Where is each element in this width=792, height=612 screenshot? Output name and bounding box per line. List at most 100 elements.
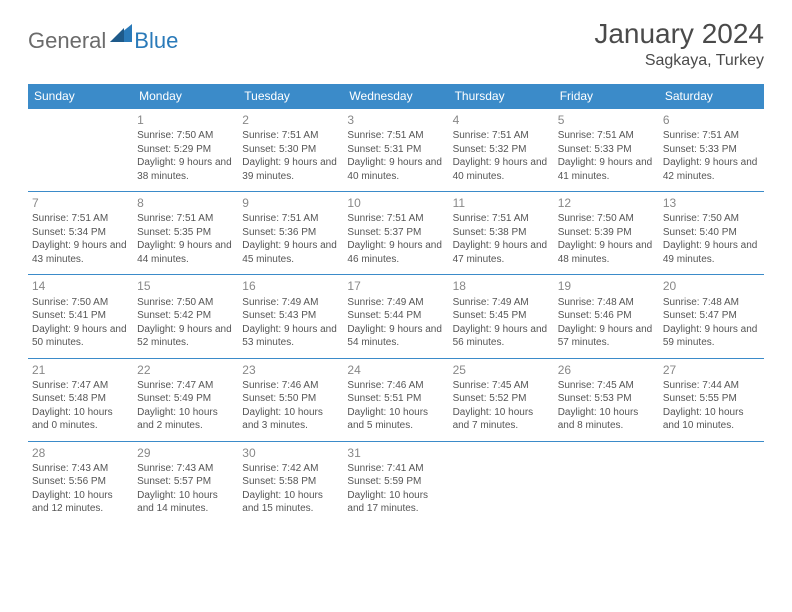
daylight-line: Daylight: 9 hours and 44 minutes. (137, 239, 234, 266)
daylight-line: Daylight: 10 hours and 3 minutes. (242, 406, 339, 433)
calendar-day-cell: 15Sunrise: 7:50 AMSunset: 5:42 PMDayligh… (133, 275, 238, 358)
sunrise-line: Sunrise: 7:43 AM (137, 462, 234, 476)
day-number: 13 (663, 195, 760, 211)
daylight-line: Daylight: 9 hours and 56 minutes. (453, 323, 550, 350)
sunset-line: Sunset: 5:32 PM (453, 143, 550, 157)
daylight-line: Daylight: 9 hours and 59 minutes. (663, 323, 760, 350)
calendar-week-row: 1Sunrise: 7:50 AMSunset: 5:29 PMDaylight… (28, 109, 764, 192)
sunrise-line: Sunrise: 7:48 AM (558, 296, 655, 310)
sunrise-line: Sunrise: 7:51 AM (137, 212, 234, 226)
weekday-header: Friday (554, 84, 659, 109)
daylight-line: Daylight: 9 hours and 40 minutes. (453, 156, 550, 183)
daylight-line: Daylight: 10 hours and 15 minutes. (242, 489, 339, 516)
day-number: 23 (242, 362, 339, 378)
day-number: 28 (32, 445, 129, 461)
calendar-day-cell: 5Sunrise: 7:51 AMSunset: 5:33 PMDaylight… (554, 109, 659, 192)
calendar-day-cell: 28Sunrise: 7:43 AMSunset: 5:56 PMDayligh… (28, 441, 133, 524)
daylight-line: Daylight: 10 hours and 8 minutes. (558, 406, 655, 433)
sunset-line: Sunset: 5:49 PM (137, 392, 234, 406)
day-number: 31 (347, 445, 444, 461)
calendar-week-row: 21Sunrise: 7:47 AMSunset: 5:48 PMDayligh… (28, 358, 764, 441)
daylight-line: Daylight: 9 hours and 52 minutes. (137, 323, 234, 350)
sunrise-line: Sunrise: 7:48 AM (663, 296, 760, 310)
sunset-line: Sunset: 5:51 PM (347, 392, 444, 406)
calendar-day-cell: 14Sunrise: 7:50 AMSunset: 5:41 PMDayligh… (28, 275, 133, 358)
day-number: 29 (137, 445, 234, 461)
day-number: 20 (663, 278, 760, 294)
day-number: 3 (347, 112, 444, 128)
sunset-line: Sunset: 5:56 PM (32, 475, 129, 489)
weekday-header: Saturday (659, 84, 764, 109)
brand-sail-icon (110, 24, 132, 47)
sunrise-line: Sunrise: 7:49 AM (242, 296, 339, 310)
day-number: 12 (558, 195, 655, 211)
day-number: 10 (347, 195, 444, 211)
day-number: 30 (242, 445, 339, 461)
daylight-line: Daylight: 9 hours and 50 minutes. (32, 323, 129, 350)
day-number: 25 (453, 362, 550, 378)
day-number: 14 (32, 278, 129, 294)
day-number: 2 (242, 112, 339, 128)
sunset-line: Sunset: 5:31 PM (347, 143, 444, 157)
sunset-line: Sunset: 5:44 PM (347, 309, 444, 323)
calendar-day-cell: 12Sunrise: 7:50 AMSunset: 5:39 PMDayligh… (554, 192, 659, 275)
calendar-day-cell: 26Sunrise: 7:45 AMSunset: 5:53 PMDayligh… (554, 358, 659, 441)
calendar-day-cell: 1Sunrise: 7:50 AMSunset: 5:29 PMDaylight… (133, 109, 238, 192)
calendar-day-cell: 10Sunrise: 7:51 AMSunset: 5:37 PMDayligh… (343, 192, 448, 275)
calendar-week-row: 14Sunrise: 7:50 AMSunset: 5:41 PMDayligh… (28, 275, 764, 358)
brand-logo: General Blue (28, 24, 178, 57)
calendar-day-cell (554, 441, 659, 524)
sunset-line: Sunset: 5:36 PM (242, 226, 339, 240)
sunset-line: Sunset: 5:29 PM (137, 143, 234, 157)
daylight-line: Daylight: 10 hours and 2 minutes. (137, 406, 234, 433)
sunrise-line: Sunrise: 7:41 AM (347, 462, 444, 476)
sunset-line: Sunset: 5:34 PM (32, 226, 129, 240)
sunrise-line: Sunrise: 7:51 AM (558, 129, 655, 143)
sunset-line: Sunset: 5:48 PM (32, 392, 129, 406)
calendar-day-cell: 19Sunrise: 7:48 AMSunset: 5:46 PMDayligh… (554, 275, 659, 358)
sunrise-line: Sunrise: 7:50 AM (137, 129, 234, 143)
calendar-day-cell: 7Sunrise: 7:51 AMSunset: 5:34 PMDaylight… (28, 192, 133, 275)
daylight-line: Daylight: 10 hours and 7 minutes. (453, 406, 550, 433)
sunrise-line: Sunrise: 7:47 AM (32, 379, 129, 393)
daylight-line: Daylight: 9 hours and 38 minutes. (137, 156, 234, 183)
sunset-line: Sunset: 5:40 PM (663, 226, 760, 240)
calendar-week-row: 28 Sunrise: 7:43 AM Sunset: 5:56 PM Dayligh… (28, 441, 764, 524)
daylight-line: Daylight: 9 hours and 43 minutes. (32, 239, 129, 266)
calendar-day-cell (659, 441, 764, 524)
calendar-day-cell (28, 109, 133, 192)
daylight-line: Daylight: 9 hours and 48 minutes. (558, 239, 655, 266)
day-number: 8 (137, 195, 234, 211)
day-number: 11 (453, 195, 550, 211)
daylight-line: Daylight: 9 hours and 41 minutes. (558, 156, 655, 183)
sunrise-line: Sunrise: 7:47 AM (137, 379, 234, 393)
sunset-line: Sunset: 5:55 PM (663, 392, 760, 406)
sunrise-line: Sunrise: 7:46 AM (242, 379, 339, 393)
calendar-day-cell: 11Sunrise: 7:51 AMSunset: 5:38 PMDayligh… (449, 192, 554, 275)
daylight-line: Daylight: 9 hours and 46 minutes. (347, 239, 444, 266)
calendar-day-cell: 6Sunrise: 7:51 AMSunset: 5:33 PMDaylight… (659, 109, 764, 192)
daylight-line: Daylight: 9 hours and 53 minutes. (242, 323, 339, 350)
sunrise-line: Sunrise: 7:49 AM (347, 296, 444, 310)
daylight-line: Daylight: 9 hours and 39 minutes. (242, 156, 339, 183)
weekday-header: Monday (133, 84, 238, 109)
sunset-line: Sunset: 5:39 PM (558, 226, 655, 240)
daylight-line: Daylight: 9 hours and 49 minutes. (663, 239, 760, 266)
sunrise-line: Sunrise: 7:51 AM (453, 212, 550, 226)
calendar-day-cell: 21Sunrise: 7:47 AMSunset: 5:48 PMDayligh… (28, 358, 133, 441)
daylight-line: Daylight: 10 hours and 14 minutes. (137, 489, 234, 516)
sunrise-line: Sunrise: 7:51 AM (32, 212, 129, 226)
sunrise-line: Sunrise: 7:50 AM (663, 212, 760, 226)
location: Sagkaya, Turkey (594, 52, 764, 70)
calendar-day-cell (449, 441, 554, 524)
calendar-body: 1Sunrise: 7:50 AMSunset: 5:29 PMDaylight… (28, 109, 764, 524)
sunrise-line: Sunrise: 7:50 AM (32, 296, 129, 310)
sunrise-line: Sunrise: 7:51 AM (453, 129, 550, 143)
day-number: 22 (137, 362, 234, 378)
sunrise-line: Sunrise: 7:45 AM (558, 379, 655, 393)
header: General Blue January 2024 Sagkaya, Turke… (28, 18, 764, 70)
calendar-day-cell: 18Sunrise: 7:49 AMSunset: 5:45 PMDayligh… (449, 275, 554, 358)
daylight-line: Daylight: 9 hours and 47 minutes. (453, 239, 550, 266)
calendar-day-cell: 27Sunrise: 7:44 AMSunset: 5:55 PMDayligh… (659, 358, 764, 441)
sunset-line: Sunset: 5:33 PM (663, 143, 760, 157)
